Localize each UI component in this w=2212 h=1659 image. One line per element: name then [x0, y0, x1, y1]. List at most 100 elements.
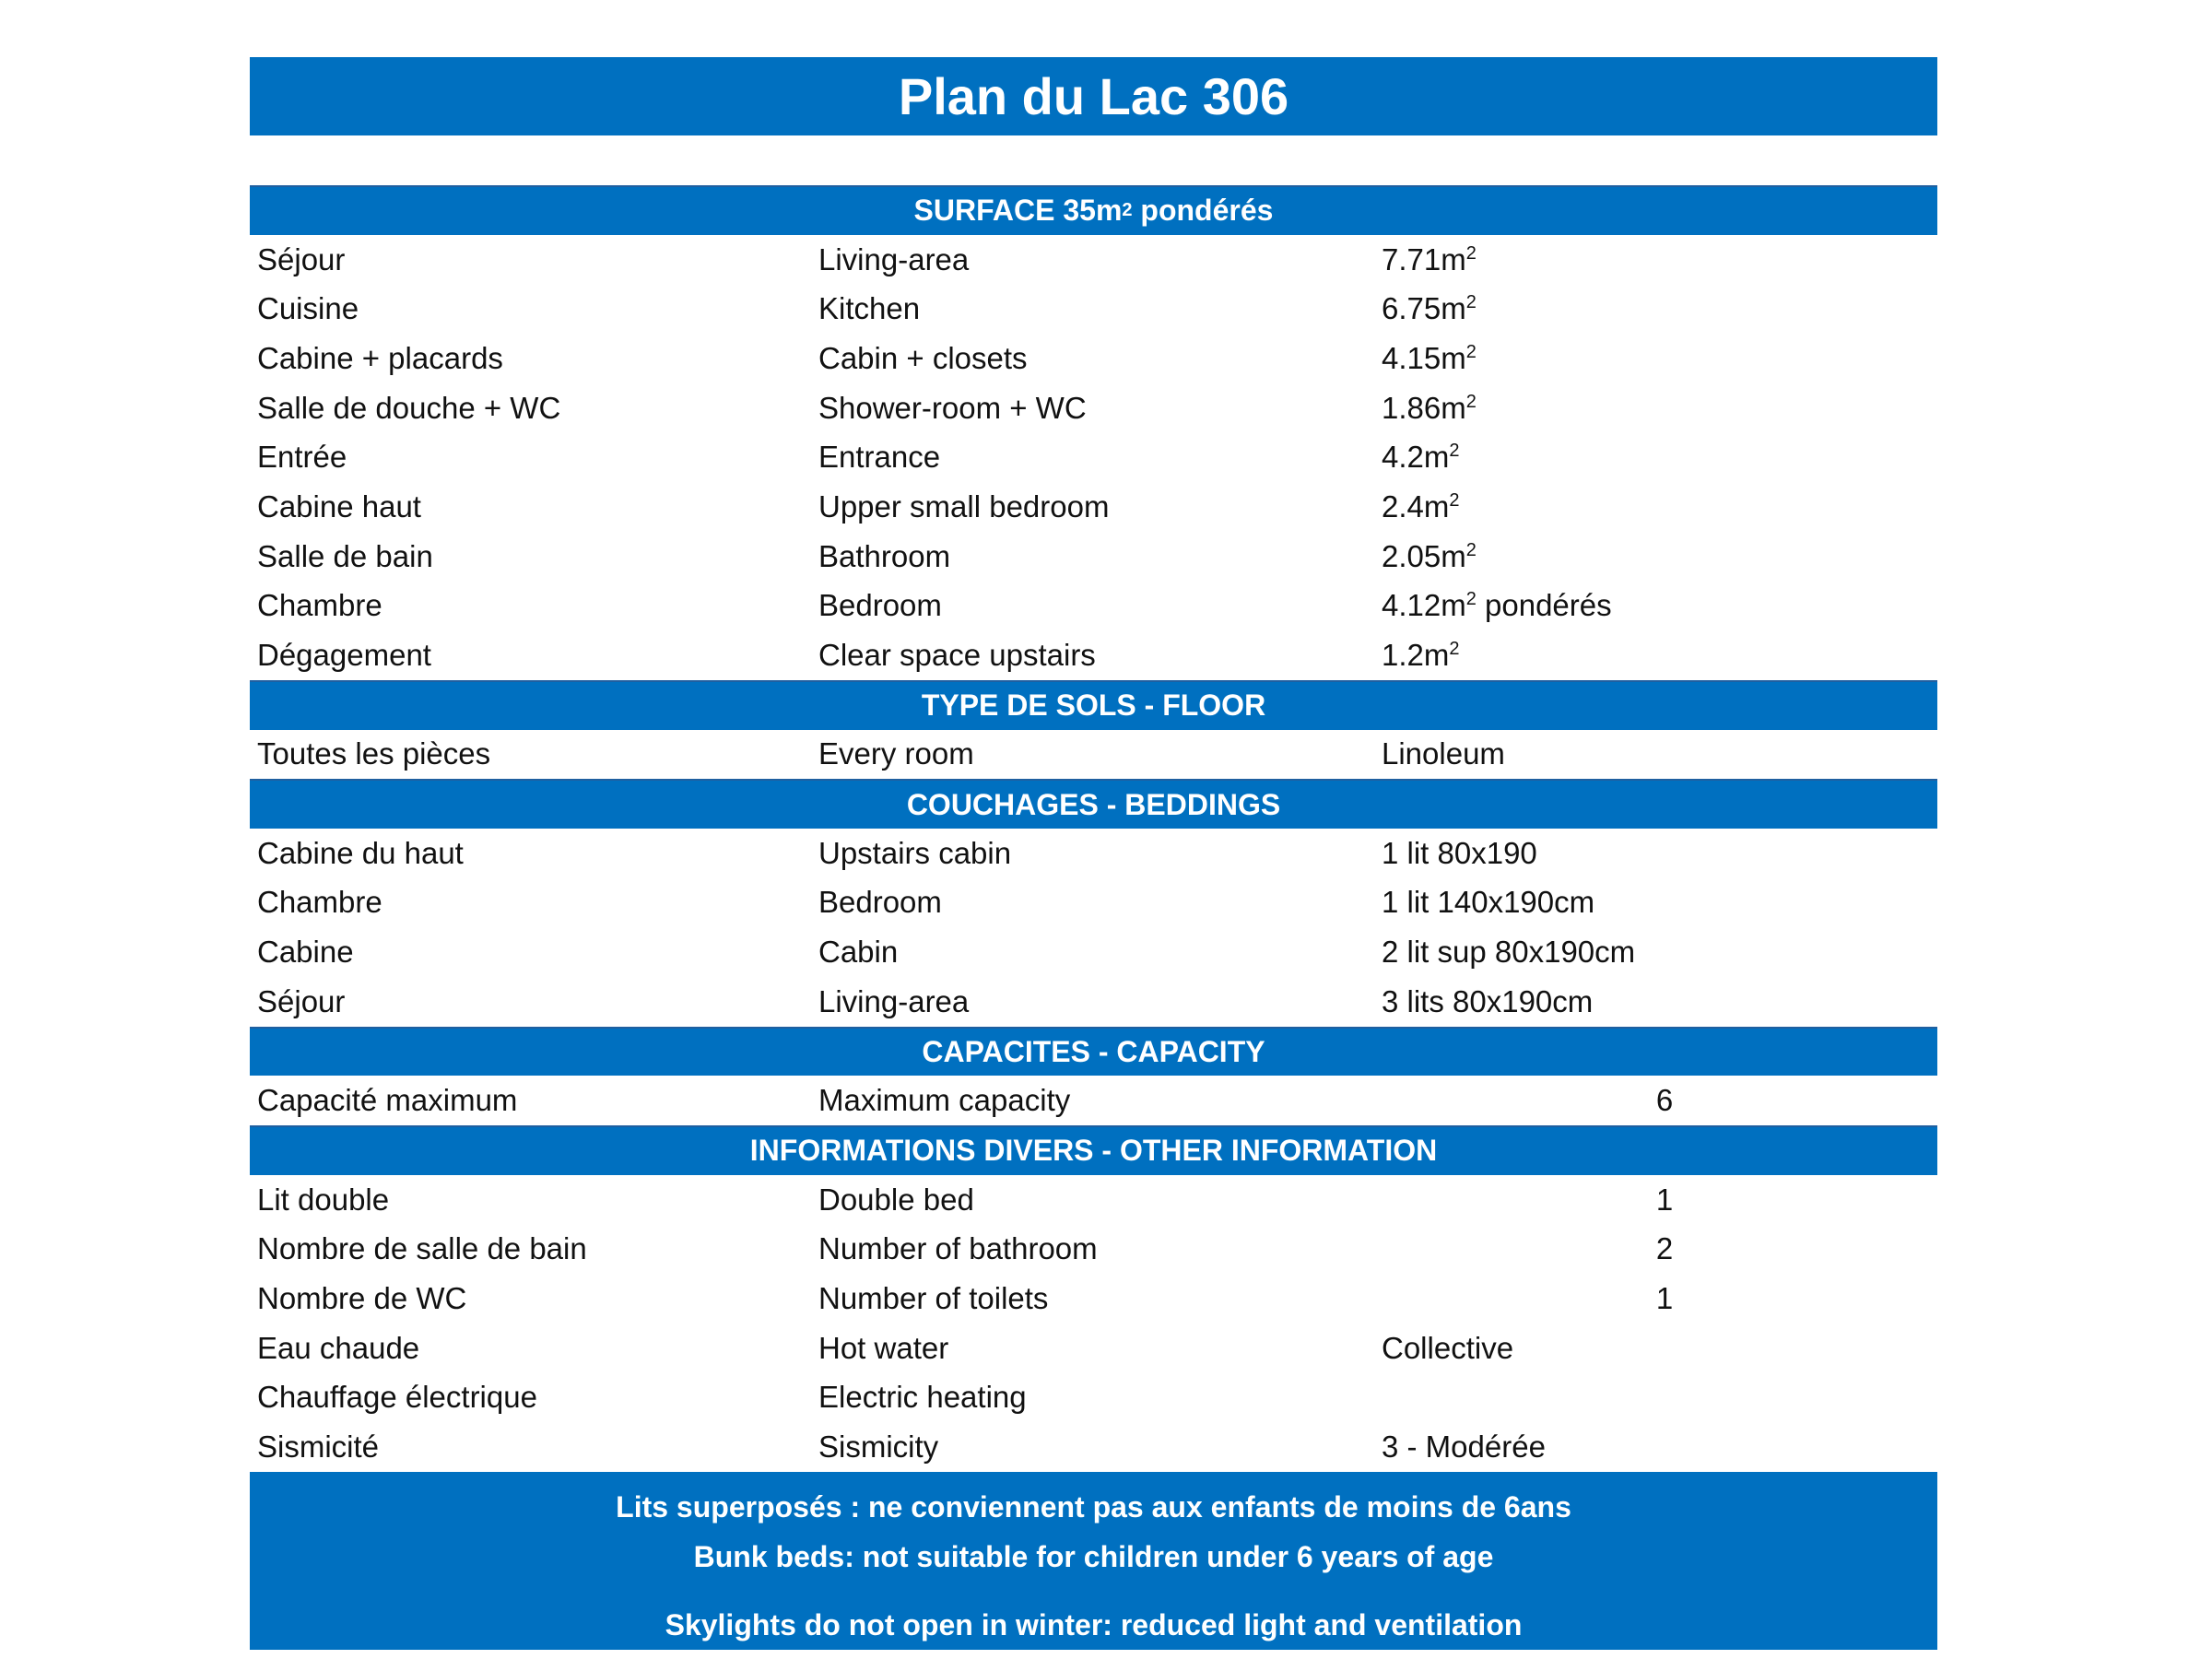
- table-row: Eau chaude Hot water Collective: [250, 1324, 1937, 1373]
- value-text: 1: [1655, 1182, 1674, 1217]
- label-french: Toutes les pièces: [257, 736, 491, 771]
- label-french: Cabine haut: [257, 488, 421, 524]
- value: 2: [1651, 1231, 1678, 1266]
- label-french: Cuisine: [257, 291, 359, 326]
- value-text: 2.05m: [1382, 538, 1466, 573]
- label-english: Bedroom: [818, 885, 942, 920]
- section-header-suffix: pondérés: [1132, 194, 1274, 228]
- label-english: Bedroom: [818, 588, 942, 623]
- label-english: Maximum capacity: [818, 1083, 1071, 1118]
- superscript: 2: [1465, 539, 1477, 560]
- section-header: COUCHAGES - BEDDINGS: [250, 779, 1937, 829]
- value-text: 4.2m: [1382, 440, 1450, 475]
- label-english: Upper small bedroom: [818, 488, 1110, 524]
- label-french: Cabine du haut: [257, 835, 464, 870]
- label-english: Sismicity: [818, 1430, 939, 1465]
- value: 2.05m2: [1382, 539, 1477, 574]
- superscript: 2: [1465, 292, 1477, 313]
- value: 4.2m2: [1382, 440, 1460, 475]
- table-row: Chauffage électrique Electric heating: [250, 1373, 1937, 1423]
- table-row: Cabine Cabin 2 lit sup 80x190cm: [250, 927, 1937, 977]
- label-english: Bathroom: [818, 538, 951, 573]
- value-text: 7.71m: [1382, 241, 1466, 276]
- table-row: Cuisine Kitchen 6.75m2: [250, 284, 1937, 334]
- value: 1.2m2: [1382, 638, 1460, 673]
- value-text: 4.15m: [1382, 340, 1466, 375]
- table-row: Salle de douche + WC Shower-room + WC 1.86…: [250, 383, 1937, 433]
- value: Collective: [1382, 1331, 1513, 1366]
- table-row: Toutes les pièces Every room Linoleum: [250, 730, 1937, 780]
- footer-line-3: Skylights do not open in winter: reduced…: [665, 1608, 1523, 1641]
- label-french: Cabine: [257, 935, 354, 970]
- section-header-text: SURFACE 35m: [913, 194, 1123, 228]
- label-french: Chambre: [257, 885, 382, 920]
- value-text: 6.75m: [1382, 291, 1466, 326]
- label-french: Salle de bain: [257, 538, 433, 573]
- superscript: 2: [1465, 242, 1477, 264]
- label-french: Salle de douche + WC: [257, 390, 561, 425]
- value-text: 6: [1655, 1083, 1674, 1118]
- label-french: Nombre de WC: [257, 1280, 467, 1315]
- table-row: Cabine + placards Cabin + closets 4.15m2: [250, 334, 1937, 383]
- label-english: Cabin: [818, 935, 899, 970]
- section-header: INFORMATIONS DIVERS - OTHER INFORMATION: [250, 1125, 1937, 1175]
- table-row: Nombre de salle de bain Number of bathroo…: [250, 1224, 1937, 1274]
- value: 2.4m2: [1382, 489, 1460, 524]
- superscript: 2: [1465, 341, 1477, 362]
- value: 1: [1651, 1182, 1678, 1218]
- label-english: Upstairs cabin: [818, 835, 1012, 870]
- label-english: Hot water: [818, 1330, 949, 1365]
- table-row: Sismicité Sismicity 3 - Modérée: [250, 1422, 1937, 1472]
- value-text: 4.12m: [1382, 588, 1466, 623]
- table-row: Lit double Double bed 1: [250, 1175, 1937, 1225]
- value-text: 1: [1655, 1280, 1674, 1315]
- value: 1: [1651, 1281, 1678, 1316]
- label-french: Chambre: [257, 588, 382, 623]
- section-header: CAPACITES - CAPACITY: [250, 1026, 1937, 1077]
- value: 7.71m2: [1382, 242, 1477, 277]
- table-row: Capacité maximum Maximum capacity 6: [250, 1076, 1937, 1125]
- value: 1.86m2: [1382, 391, 1477, 426]
- table-row: Dégagement Clear space upstairs 1.2m2: [250, 630, 1937, 680]
- value-text: 1 lit 140x190cm: [1382, 885, 1595, 920]
- table-row: Séjour Living-area 3 lits 80x190cm: [250, 977, 1937, 1027]
- label-french: Capacité maximum: [257, 1083, 518, 1118]
- value: 2 lit sup 80x190cm: [1382, 935, 1635, 970]
- label-french: Séjour: [257, 241, 346, 276]
- value: 3 - Modérée: [1382, 1430, 1546, 1465]
- table-row: Nombre de WC Number of toilets 1: [250, 1274, 1937, 1324]
- section-header: TYPE DE SOLS - FLOOR: [250, 679, 1937, 730]
- label-english: Living-area: [818, 241, 970, 276]
- label-english: Number of bathroom: [818, 1231, 1098, 1266]
- label-french: Chauffage électrique: [257, 1380, 537, 1415]
- label-french: Eau chaude: [257, 1330, 420, 1365]
- superscript: 2: [1449, 489, 1460, 511]
- value: 4.15m2: [1382, 341, 1477, 376]
- value-text: 2 lit sup 80x190cm: [1382, 935, 1636, 970]
- value-text: 2.4m: [1382, 488, 1450, 524]
- value: 1 lit 80x190: [1382, 836, 1537, 871]
- value: 3 lits 80x190cm: [1382, 984, 1593, 1019]
- label-french: Lit double: [257, 1182, 390, 1217]
- label-french: Cabine + placards: [257, 340, 503, 375]
- value: 4.12m2 pondérés: [1382, 588, 1612, 623]
- superscript: 2: [1449, 639, 1460, 660]
- label-english: Shower-room + WC: [818, 390, 1087, 425]
- table-row: Salle de bain Bathroom 2.05m2: [250, 532, 1937, 582]
- label-english: Electric heating: [818, 1380, 1027, 1415]
- label-french: Séjour: [257, 983, 346, 1018]
- table-row: Entrée Entrance 4.2m2: [250, 432, 1937, 482]
- value-suffix: pondérés: [1476, 588, 1612, 623]
- value-text: 1.2m: [1382, 638, 1450, 673]
- value: 6.75m2: [1382, 291, 1477, 326]
- superscript: 2: [1465, 589, 1477, 610]
- label-english: Clear space upstairs: [818, 638, 1096, 673]
- label-french: Dégagement: [257, 638, 431, 673]
- table-row: Cabine haut Upper small bedroom 2.4m2: [250, 482, 1937, 532]
- value-text: 2: [1655, 1231, 1674, 1266]
- value-text: 3 - Modérée: [1382, 1430, 1546, 1465]
- superscript: 2: [1449, 441, 1460, 462]
- footer-line-1: Lits superposés : ne conviennent pas aux…: [616, 1490, 1571, 1524]
- label-english: Cabin + closets: [818, 340, 1028, 375]
- label-english: Number of toilets: [818, 1280, 1049, 1315]
